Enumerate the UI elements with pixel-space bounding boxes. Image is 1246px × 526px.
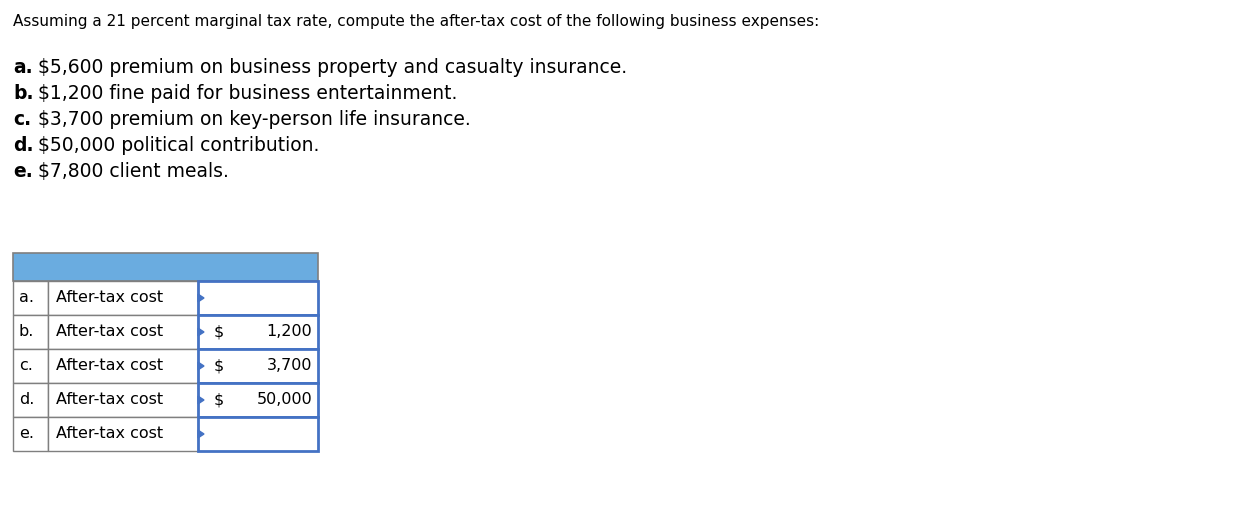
Bar (198, 315, 318, 349)
Text: b.: b. (19, 325, 35, 339)
Bar (12, 253, 318, 281)
Text: After-tax cost: After-tax cost (56, 359, 163, 373)
Text: After-tax cost: After-tax cost (56, 427, 163, 441)
Text: $50,000 political contribution.: $50,000 political contribution. (37, 136, 319, 155)
Text: a.: a. (12, 58, 32, 77)
Text: After-tax cost: After-tax cost (56, 392, 163, 408)
Polygon shape (198, 294, 204, 302)
Polygon shape (198, 362, 204, 370)
Bar (12, 349, 49, 383)
Bar (198, 417, 318, 451)
Text: $3,700 premium on key-person life insurance.: $3,700 premium on key-person life insura… (37, 110, 471, 129)
Bar (49, 383, 198, 417)
Polygon shape (198, 430, 204, 438)
Text: After-tax cost: After-tax cost (56, 325, 163, 339)
Bar (12, 281, 49, 315)
Bar (12, 417, 49, 451)
Text: c.: c. (12, 110, 31, 129)
Bar (49, 417, 198, 451)
Text: b.: b. (12, 84, 34, 103)
Polygon shape (198, 328, 204, 336)
Bar (49, 281, 198, 315)
Bar (12, 315, 49, 349)
Text: $5,600 premium on business property and casualty insurance.: $5,600 premium on business property and … (37, 58, 627, 77)
Text: c.: c. (19, 359, 32, 373)
Text: d.: d. (12, 136, 34, 155)
Text: e.: e. (19, 427, 34, 441)
Text: 1,200: 1,200 (267, 325, 312, 339)
Bar (198, 281, 318, 315)
Text: $: $ (214, 359, 224, 373)
Text: d.: d. (19, 392, 35, 408)
Text: a.: a. (19, 290, 34, 306)
Text: Assuming a 21 percent marginal tax rate, compute the after-tax cost of the follo: Assuming a 21 percent marginal tax rate,… (12, 14, 820, 29)
Text: $7,800 client meals.: $7,800 client meals. (37, 162, 229, 181)
Text: $: $ (214, 325, 224, 339)
Text: e.: e. (12, 162, 32, 181)
Bar (198, 383, 318, 417)
Bar (12, 383, 49, 417)
Text: 50,000: 50,000 (257, 392, 312, 408)
Text: After-tax cost: After-tax cost (56, 290, 163, 306)
Text: $: $ (214, 392, 224, 408)
Polygon shape (198, 396, 204, 404)
Text: $1,200 fine paid for business entertainment.: $1,200 fine paid for business entertainm… (37, 84, 457, 103)
Bar (49, 349, 198, 383)
Text: 3,700: 3,700 (267, 359, 312, 373)
Bar (49, 315, 198, 349)
Bar (198, 349, 318, 383)
